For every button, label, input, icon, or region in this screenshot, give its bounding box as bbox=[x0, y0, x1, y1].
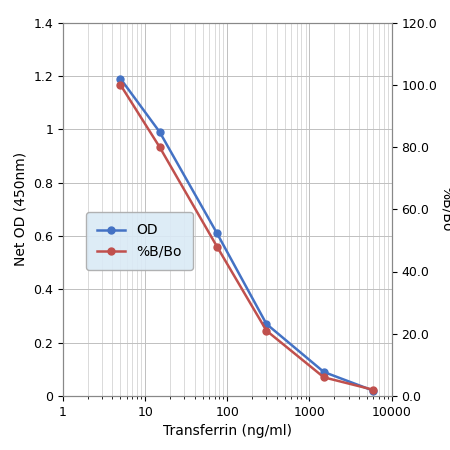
OD bbox=[321, 369, 327, 375]
OD bbox=[264, 321, 269, 327]
%B/Bo bbox=[118, 82, 123, 87]
%B/Bo bbox=[321, 374, 327, 380]
Y-axis label: Net OD (450nm): Net OD (450nm) bbox=[14, 152, 28, 266]
%B/Bo bbox=[371, 387, 376, 392]
%B/Bo bbox=[157, 144, 162, 150]
OD bbox=[118, 76, 123, 81]
Legend: OD, %B/Bo: OD, %B/Bo bbox=[86, 212, 193, 270]
OD bbox=[371, 388, 376, 393]
%B/Bo bbox=[214, 244, 220, 249]
%B/Bo bbox=[264, 328, 269, 333]
Line: OD: OD bbox=[117, 75, 377, 394]
X-axis label: Transferrin (ng/ml): Transferrin (ng/ml) bbox=[163, 424, 292, 438]
Line: %B/Bo: %B/Bo bbox=[117, 81, 377, 393]
OD bbox=[214, 230, 220, 236]
Y-axis label: %B/Bo: %B/Bo bbox=[440, 186, 450, 232]
OD bbox=[157, 129, 162, 135]
